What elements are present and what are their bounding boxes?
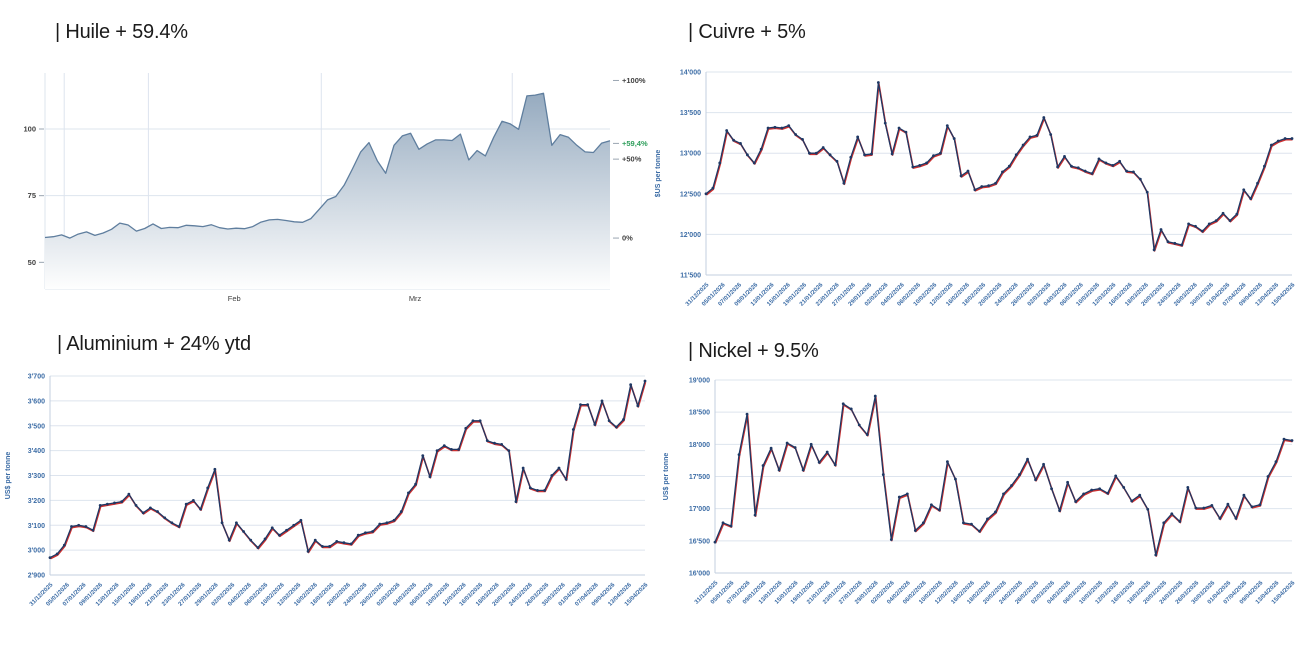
nickel-chart-title: | Nickel + 9.5% bbox=[688, 340, 819, 362]
svg-text:3'400: 3'400 bbox=[28, 448, 45, 455]
svg-text:19'000: 19'000 bbox=[689, 378, 710, 385]
svg-text:3'200: 3'200 bbox=[28, 498, 45, 505]
svg-text:3'500: 3'500 bbox=[28, 423, 45, 430]
svg-text:+50%: +50% bbox=[622, 155, 642, 164]
copper-chart-panel: 11'500 12'000 12'500 13'000 13'500 14'000 $US … bbox=[650, 0, 1300, 325]
svg-text:12'000: 12'000 bbox=[680, 232, 701, 239]
svg-text:13'000: 13'000 bbox=[680, 151, 701, 158]
svg-text:18'500: 18'500 bbox=[689, 410, 710, 417]
aluminium-chart-title: | Aluminium + 24% ytd bbox=[57, 333, 251, 355]
svg-text:3'300: 3'300 bbox=[28, 473, 45, 480]
svg-text:100: 100 bbox=[23, 125, 36, 134]
svg-text:+59,4%: +59,4% bbox=[622, 139, 648, 148]
svg-text:13'500: 13'500 bbox=[680, 110, 701, 117]
svg-text:3'000: 3'000 bbox=[28, 548, 45, 555]
aluminium-chart-panel: 2'900 3'000 3'100 3'200 3'300 3'400 3'500 3'600… bbox=[0, 325, 660, 650]
svg-text:3'600: 3'600 bbox=[28, 398, 45, 405]
aluminium-line-chart: 2'900 3'000 3'100 3'200 3'300 3'400 3'500 3'600… bbox=[5, 374, 650, 608]
svg-text:16'500: 16'500 bbox=[689, 538, 710, 545]
oil-chart-title: | Huile + 59.4% bbox=[55, 21, 188, 43]
svg-text:0%: 0% bbox=[622, 234, 633, 243]
svg-text:16'000: 16'000 bbox=[689, 571, 710, 578]
svg-text:Feb: Feb bbox=[228, 294, 241, 303]
svg-text:11'500: 11'500 bbox=[680, 273, 701, 280]
oil-chart-panel: 100 75 50 +100% +59,4% +50% 0% Feb Mrz | Huile +… bbox=[0, 0, 660, 325]
svg-text:17'500: 17'500 bbox=[689, 474, 710, 481]
svg-text:US$ per tonne: US$ per tonne bbox=[5, 452, 12, 500]
svg-text:+100%: +100% bbox=[622, 76, 646, 85]
svg-text:$US per tonne: $US per tonne bbox=[655, 150, 662, 198]
nickel-chart-panel: 16'000 16'500 17'000 17'500 18'000 18'500 19'0… bbox=[650, 325, 1300, 650]
svg-text:18'000: 18'000 bbox=[689, 442, 710, 449]
svg-text:14'000: 14'000 bbox=[680, 70, 701, 77]
svg-text:Mrz: Mrz bbox=[409, 294, 422, 303]
copper-chart-title: | Cuivre + 5% bbox=[688, 21, 806, 43]
copper-line-chart: 11'500 12'000 12'500 13'000 13'500 14'000 $US … bbox=[655, 70, 1297, 308]
svg-text:3'700: 3'700 bbox=[28, 374, 45, 381]
svg-text:3'100: 3'100 bbox=[28, 523, 45, 530]
svg-text:17'000: 17'000 bbox=[689, 506, 710, 513]
oil-area-chart: 100 75 50 +100% +59,4% +50% 0% Feb Mrz bbox=[23, 73, 648, 303]
svg-text:50: 50 bbox=[28, 258, 36, 267]
nickel-line-chart: 16'000 16'500 17'000 17'500 18'000 18'500 19'0… bbox=[663, 378, 1297, 606]
svg-text:75: 75 bbox=[28, 191, 36, 200]
svg-text:2'900: 2'900 bbox=[28, 573, 45, 580]
svg-text:12'500: 12'500 bbox=[680, 191, 701, 198]
svg-text:US$ per tonne: US$ per tonne bbox=[663, 453, 670, 501]
